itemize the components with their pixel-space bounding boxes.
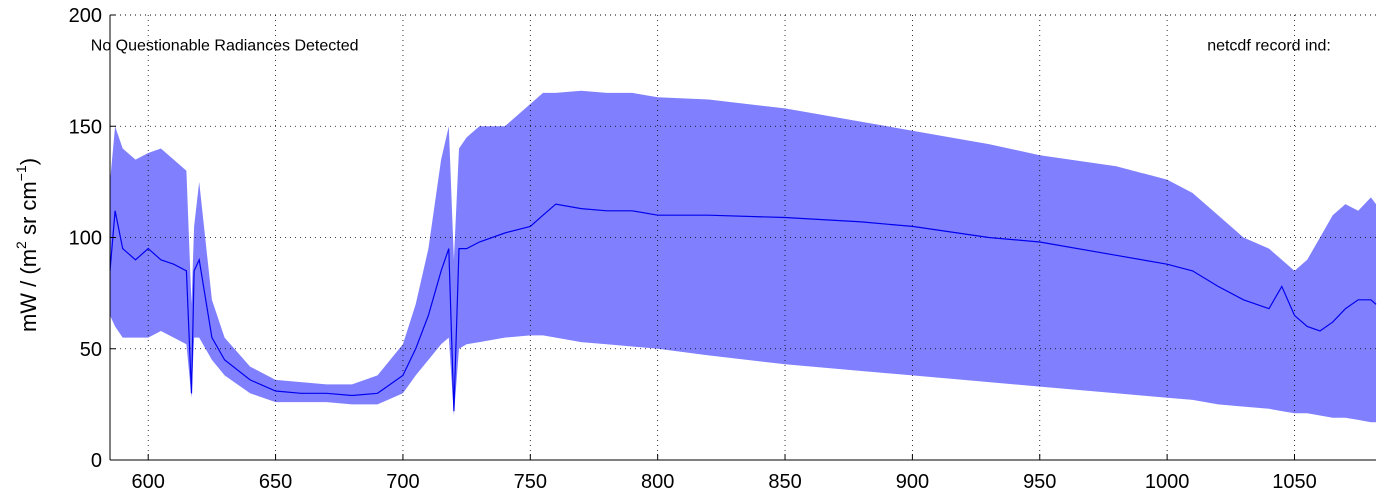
range-band-layer (110, 90, 1376, 423)
annotation-record-index: netcdf record ind: (1207, 38, 1331, 55)
x-tick-label: 600 (132, 471, 165, 493)
x-tick-label: 1050 (1272, 471, 1317, 493)
y-tick-label: 0 (91, 450, 102, 472)
x-tick-label: 750 (514, 471, 547, 493)
mean-line-layer (109, 203, 1377, 412)
x-tick-label: 900 (896, 471, 929, 493)
ylabel-suffix: ) (16, 158, 41, 165)
y-axis-label: mW / (m2 sr cm−1) (13, 158, 41, 332)
y-tick-label: 150 (69, 116, 102, 138)
x-tick-label: 850 (768, 471, 801, 493)
x-tick-label: 1000 (1145, 471, 1190, 493)
x-tick-label: 950 (1023, 471, 1056, 493)
annotation-questionable: No Questionable Radiances Detected (91, 38, 359, 55)
tick-layer: 600 650 700 750 800 850 900 950 1000 1050 0 50 100 15… (69, 5, 1317, 493)
radiance-range-band (110, 90, 1376, 423)
x-tick-label: 800 (641, 471, 674, 493)
x-tick-label: 700 (386, 471, 419, 493)
ylabel-middle: sr cm (16, 181, 41, 241)
annotation-layer: No Questionable Radiances Detected netcd… (13, 38, 1331, 332)
ylabel-prefix: mW / (m (16, 249, 41, 332)
mean-radiance-line (109, 203, 1377, 412)
y-tick-label: 100 (69, 228, 102, 250)
x-tick-label: 650 (259, 471, 292, 493)
y-tick-label: 50 (80, 339, 102, 361)
ylabel-exp2: −1 (13, 165, 29, 181)
y-tick-label: 200 (69, 5, 102, 27)
ylabel-exp1: 2 (13, 241, 29, 249)
